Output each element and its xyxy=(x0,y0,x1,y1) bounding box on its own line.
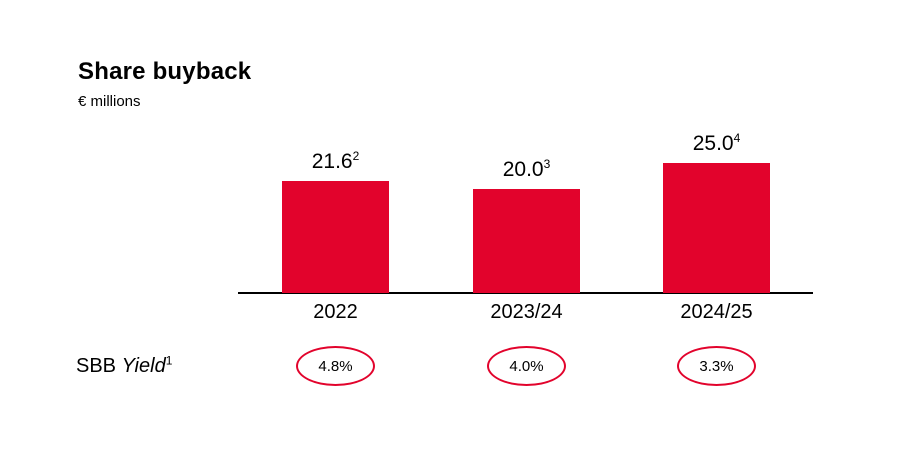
x-axis-label-2023-24: 2023/24 xyxy=(490,301,563,323)
chart-column-2023-24: 20.03 2023/24 4.0% xyxy=(473,0,580,470)
bar-2023-24 xyxy=(473,189,580,293)
bar-value-label: 21.62 xyxy=(311,149,360,173)
footnote-marker: 3 xyxy=(543,157,551,171)
sbb-yield-value: 4.0% xyxy=(509,357,544,375)
chart-column-2022: 21.62 2022 4.8% xyxy=(282,0,389,470)
footnote-marker: 4 xyxy=(733,131,741,145)
footnote-marker: 2 xyxy=(352,149,360,163)
sbb-yield-badge-2024-25: 3.3% xyxy=(677,346,756,386)
sbb-yield-value: 3.3% xyxy=(699,357,734,375)
x-axis-label-2022: 2022 xyxy=(313,301,358,323)
footnote-marker: 1 xyxy=(165,353,173,368)
sbb-yield-value: 4.8% xyxy=(318,357,353,375)
bar-value-label: 20.03 xyxy=(502,157,551,181)
bar-2022 xyxy=(282,181,389,293)
page-title: Share buyback xyxy=(78,58,252,85)
sbb-yield-badge-2023-24: 4.0% xyxy=(487,346,566,386)
chart-column-2024-25: 25.04 2024/25 3.3% xyxy=(663,0,770,470)
x-axis-label-2024-25: 2024/25 xyxy=(680,301,753,323)
bar-value-label: 25.04 xyxy=(692,131,741,155)
bar-2024-25 xyxy=(663,163,770,293)
unit-label: € millions xyxy=(78,93,141,110)
sbb-yield-badge-2022: 4.8% xyxy=(296,346,375,386)
sbb-yield-row-label: SBB Yield1 xyxy=(76,353,173,377)
